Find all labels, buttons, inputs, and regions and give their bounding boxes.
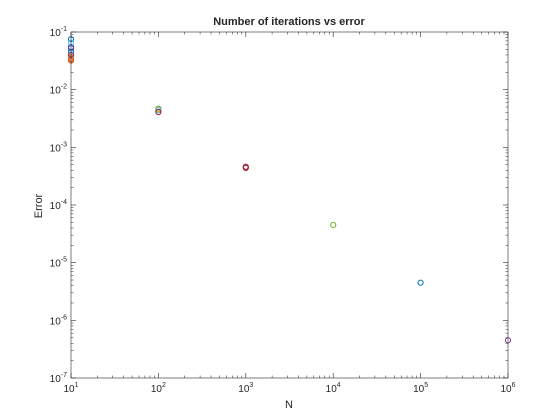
y-tick-exponent: -3 <box>61 141 67 148</box>
plot-area <box>71 32 508 378</box>
y-tick-exponent: -7 <box>61 372 67 379</box>
y-tick-base: 10 <box>50 86 62 97</box>
y-tick-exponent: -1 <box>61 26 67 33</box>
axes-box <box>70 31 509 379</box>
x-tick-exponent: 3 <box>249 382 253 389</box>
y-tick-base: 10 <box>50 316 62 327</box>
y-axis-label: Error <box>33 193 45 218</box>
y-tick-label: 10-4 <box>50 199 67 212</box>
data-point <box>155 108 162 116</box>
data-point <box>330 221 337 229</box>
y-tick-labels: 10-710-610-510-410-310-210-1 <box>50 26 67 385</box>
x-tick-exponent: 2 <box>162 382 166 389</box>
y-tick-base: 10 <box>50 259 62 270</box>
y-tick-base: 10 <box>50 143 62 154</box>
y-tick-label: 10-6 <box>50 314 67 327</box>
data-point <box>242 164 249 171</box>
x-tick-exponent: 4 <box>337 382 341 389</box>
y-tick-label: 10-7 <box>50 372 67 385</box>
y-tick-base: 10 <box>50 28 62 39</box>
chart-title: Number of iterations vs error <box>213 16 365 28</box>
x-tick-exponent: 6 <box>512 382 516 389</box>
data-point <box>417 279 424 286</box>
x-tick-exponent: 5 <box>424 382 428 389</box>
data-point <box>155 107 162 114</box>
y-tick-exponent: -5 <box>61 257 67 264</box>
y-tick-label: 10-1 <box>50 26 67 39</box>
y-tick-base: 10 <box>50 201 62 212</box>
y-tick-label: 10-3 <box>50 141 67 154</box>
y-tick-exponent: -4 <box>61 199 67 206</box>
y-tick-label: 10-5 <box>50 257 67 270</box>
x-axis-label: N <box>285 399 293 411</box>
y-tick-exponent: -6 <box>61 314 67 321</box>
y-tick-base: 10 <box>50 374 62 385</box>
x-tick-exponent: 1 <box>75 382 79 389</box>
y-tick-label: 10-2 <box>50 84 67 97</box>
y-tick-exponent: -2 <box>61 84 67 91</box>
